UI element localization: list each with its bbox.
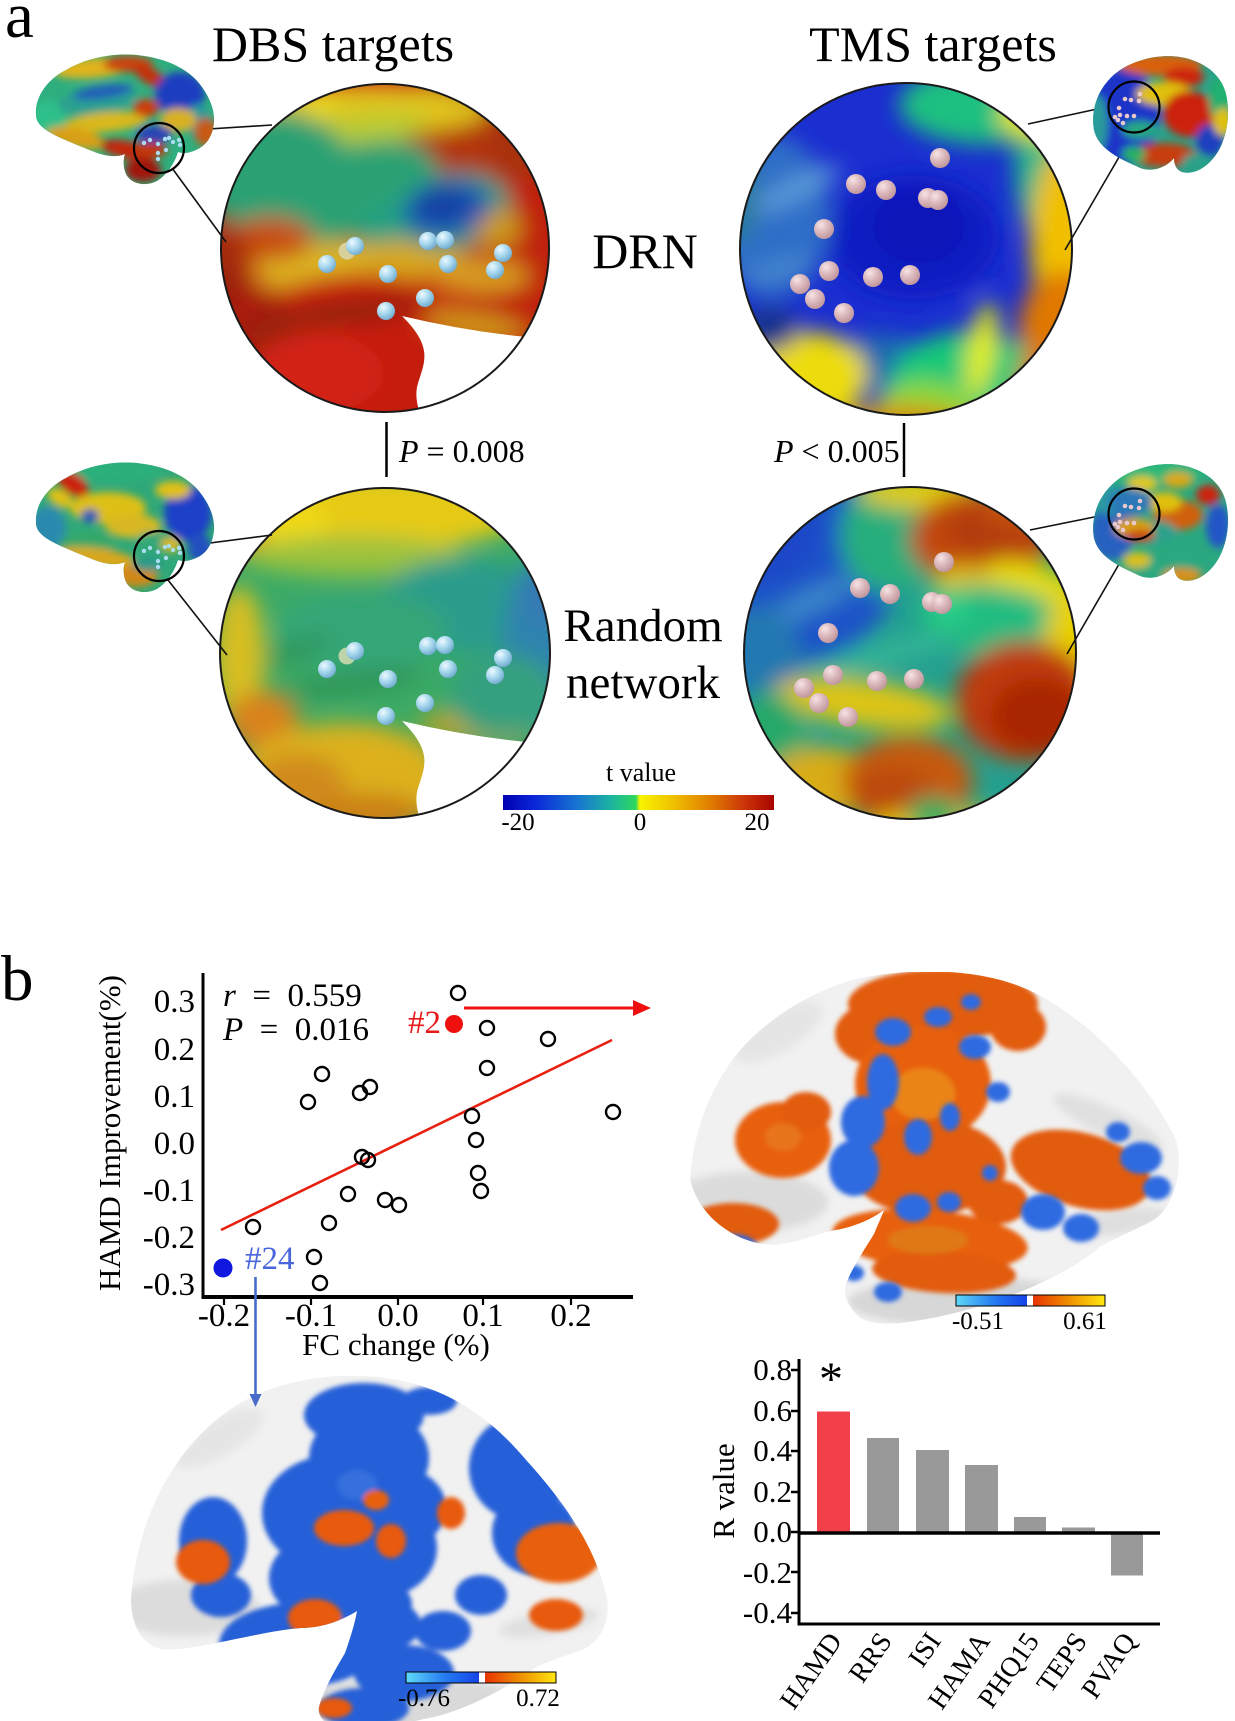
svg-text:0.72: 0.72 [516,1685,560,1712]
svg-text:HAMD: HAMD [774,1627,848,1715]
svg-text:ISI: ISI [903,1627,948,1673]
svg-text:-0.1: -0.1 [143,1173,195,1209]
svg-text:0.3: 0.3 [154,984,195,1020]
svg-text:0.2: 0.2 [154,1032,195,1068]
svg-text:#2: #2 [408,1005,441,1041]
svg-text:0: 0 [634,809,647,836]
svg-text:-0.4: -0.4 [743,1595,793,1630]
svg-text:0.0: 0.0 [154,1126,195,1162]
svg-text:0.8: 0.8 [753,1352,792,1387]
svg-text:P = 0.008: P = 0.008 [398,433,525,469]
svg-text:-0.76: -0.76 [398,1685,450,1712]
svg-text:0.2: 0.2 [550,1298,591,1334]
svg-text:t value: t value [606,758,676,787]
svg-text:-0.1: -0.1 [285,1298,337,1334]
svg-text:P < 0.005: P < 0.005 [773,433,900,469]
svg-text:RRS: RRS [843,1627,899,1688]
svg-text:P = 0.016: P = 0.016 [222,1012,369,1048]
svg-text:-20: -20 [501,809,534,836]
svg-text:0.4: 0.4 [753,1433,792,1468]
svg-text:0.6: 0.6 [753,1393,792,1428]
svg-text:r = 0.559: r = 0.559 [223,978,362,1014]
svg-text:HAMD Improvement(%): HAMD Improvement(%) [92,975,127,1291]
svg-text:0.1: 0.1 [462,1298,503,1334]
svg-text:#24: #24 [245,1241,295,1277]
svg-text:-0.2: -0.2 [198,1298,250,1334]
svg-text:0.0: 0.0 [377,1298,418,1334]
svg-text:FC change (%): FC change (%) [302,1327,490,1362]
svg-text:0.1: 0.1 [154,1079,195,1115]
svg-text:-0.2: -0.2 [743,1555,792,1590]
svg-text:PVAQ: PVAQ [1076,1627,1143,1704]
svg-text:*: * [819,1353,843,1406]
svg-text:0.0: 0.0 [753,1514,792,1549]
svg-text:-0.2: -0.2 [143,1220,195,1256]
svg-text:0.61: 0.61 [1063,1308,1107,1335]
svg-text:-0.3: -0.3 [143,1267,195,1303]
svg-text:0.2: 0.2 [753,1474,792,1509]
svg-text:-0.51: -0.51 [952,1308,1004,1335]
svg-text:R value: R value [706,1443,741,1539]
svg-text:20: 20 [745,809,770,836]
